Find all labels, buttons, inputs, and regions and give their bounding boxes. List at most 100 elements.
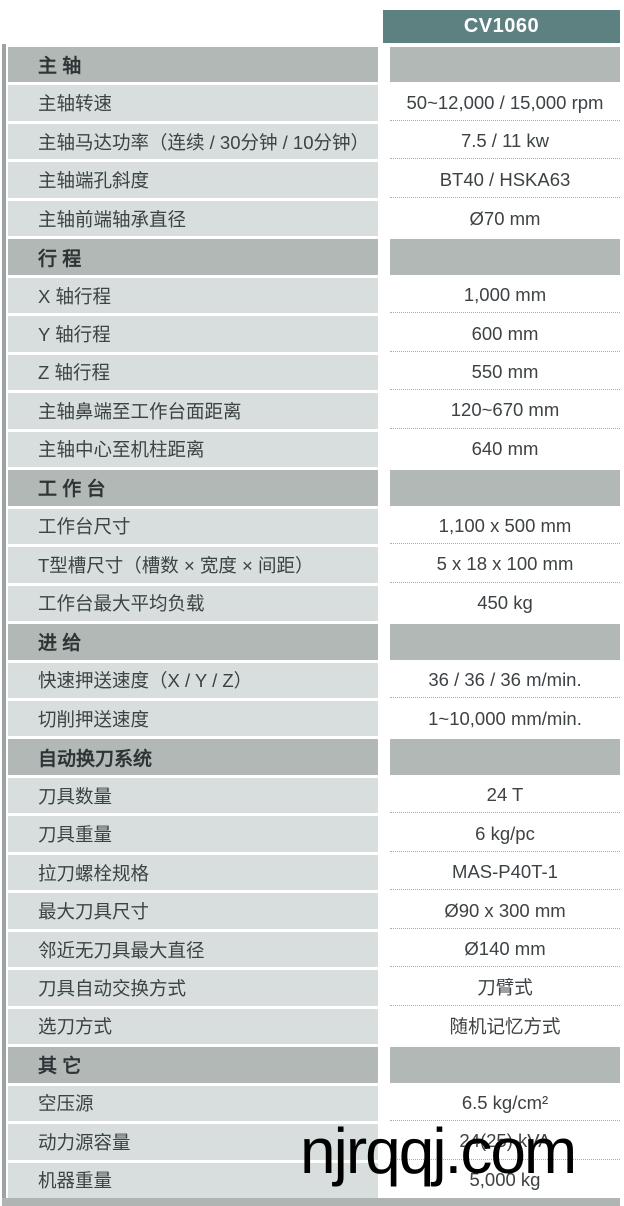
spec-label: 切削押送速度 <box>8 700 378 737</box>
column-gap <box>378 47 390 82</box>
section-title: 主 轴 <box>8 47 378 83</box>
spec-label: X 轴行程 <box>8 277 378 314</box>
column-gap <box>378 509 390 544</box>
column-gap <box>378 316 390 351</box>
spec-value: 24 T <box>390 777 620 814</box>
section-header-row: 自动换刀系统 <box>0 739 624 775</box>
spec-value: Ø70 mm <box>390 200 620 237</box>
section-header-spacer <box>390 624 620 660</box>
spec-row: 选刀方式 随机记忆方式 <box>0 1008 624 1045</box>
spec-label: 主轴转速 <box>8 85 378 121</box>
spec-row: 主轴端孔斜度 BT40 / HSKA63 <box>0 162 624 198</box>
spec-label: 邻近无刀具最大直径 <box>8 931 378 968</box>
spec-value: 刀臂式 <box>390 970 620 1006</box>
spec-label: 机器重量 <box>8 1162 378 1199</box>
spec-value: 600 mm <box>390 316 620 352</box>
spec-label: 动力源容量 <box>8 1124 378 1160</box>
spec-label: 工作台尺寸 <box>8 508 378 545</box>
spec-row: 主轴转速 50~12,000 / 15,000 rpm <box>0 85 624 121</box>
spec-value: 5,000 kg <box>390 1162 620 1199</box>
spec-row: 主轴马达功率（连续 / 30分钟 / 10分钟） 7.5 / 11 kw <box>0 123 624 160</box>
section-header-row: 工 作 台 <box>0 470 624 506</box>
column-gap <box>378 201 390 236</box>
column-gap <box>378 816 390 851</box>
spec-row: Z 轴行程 550 mm <box>0 354 624 391</box>
column-gap <box>378 470 390 505</box>
column-gap <box>378 739 390 774</box>
spec-value: 550 mm <box>390 354 620 391</box>
section-header-spacer <box>390 1047 620 1083</box>
column-gap <box>378 393 390 428</box>
section-title: 其 它 <box>8 1047 378 1083</box>
section-header-spacer <box>390 739 620 775</box>
column-gap <box>378 1047 390 1082</box>
spec-value: Ø90 x 300 mm <box>390 893 620 929</box>
section-header-spacer <box>390 47 620 83</box>
column-gap <box>378 932 390 967</box>
spec-value: MAS-P40T-1 <box>390 854 620 891</box>
spec-value: 7.5 / 11 kw <box>390 123 620 160</box>
spec-value: 1~10,000 mm/min. <box>390 700 620 737</box>
spec-row: 主轴鼻端至工作台面距离 120~670 mm <box>0 393 624 429</box>
spec-row: 主轴前端轴承直径 Ø70 mm <box>0 200 624 237</box>
section-title: 工 作 台 <box>8 470 378 506</box>
section-header-spacer <box>390 470 620 506</box>
spec-value: 1,000 mm <box>390 277 620 314</box>
spec-label: 主轴鼻端至工作台面距离 <box>8 393 378 429</box>
column-gap <box>378 855 390 890</box>
column-gap <box>378 701 390 736</box>
section-header-row: 行 程 <box>0 239 624 275</box>
spec-row: 刀具数量 24 T <box>0 777 624 814</box>
column-gap <box>378 239 390 274</box>
spec-label: 选刀方式 <box>8 1008 378 1045</box>
spec-label: Y 轴行程 <box>8 316 378 352</box>
spec-label: 刀具重量 <box>8 816 378 852</box>
spec-row: 刀具重量 6 kg/pc <box>0 816 624 852</box>
section-header-row: 其 它 <box>0 1047 624 1083</box>
column-gap <box>378 278 390 313</box>
spec-row: 空压源 6.5 kg/cm² <box>0 1085 624 1122</box>
spec-row: 主轴中心至机柱距离 640 mm <box>0 431 624 468</box>
spec-row: 刀具自动交换方式 刀臂式 <box>0 970 624 1006</box>
spec-row: 最大刀具尺寸 Ø90 x 300 mm <box>0 893 624 929</box>
spec-value: 36 / 36 / 36 m/min. <box>390 662 620 698</box>
spec-row: 工作台尺寸 1,100 x 500 mm <box>0 508 624 545</box>
spec-row: T型槽尺寸（槽数 × 宽度 × 间距） 5 x 18 x 100 mm <box>0 547 624 583</box>
column-gap <box>378 663 390 698</box>
model-header: CV1060 <box>383 10 620 43</box>
column-gap <box>378 432 390 467</box>
spec-label: T型槽尺寸（槽数 × 宽度 × 间距） <box>8 547 378 583</box>
spec-table: 主 轴 主轴转速 50~12,000 / 15,000 rpm 主轴马达功率（连… <box>0 47 624 1199</box>
spec-label: 空压源 <box>8 1085 378 1122</box>
spec-value: 6 kg/pc <box>390 816 620 852</box>
section-header-spacer <box>390 239 620 275</box>
section-title: 行 程 <box>8 239 378 275</box>
spec-label: 刀具自动交换方式 <box>8 970 378 1006</box>
spec-row: 机器重量 5,000 kg <box>0 1162 624 1199</box>
spec-value: BT40 / HSKA63 <box>390 162 620 198</box>
spec-row: 动力源容量 24(25) kVA <box>0 1124 624 1160</box>
column-gap <box>378 162 390 197</box>
column-gap <box>378 1009 390 1044</box>
watermark: njrqqj.com <box>300 1115 577 1187</box>
spec-label: 快速押送速度（X / Y / Z） <box>8 662 378 698</box>
spec-value: 50~12,000 / 15,000 rpm <box>390 85 620 121</box>
spec-label: 最大刀具尺寸 <box>8 893 378 929</box>
spec-row: Y 轴行程 600 mm <box>0 316 624 352</box>
spec-value: 450 kg <box>390 585 620 622</box>
spec-value: 120~670 mm <box>390 393 620 429</box>
column-gap <box>378 85 390 120</box>
column-gap <box>378 355 390 390</box>
table-bottom-border <box>2 1198 620 1206</box>
spec-value: 6.5 kg/cm² <box>390 1085 620 1122</box>
spec-label: 主轴前端轴承直径 <box>8 200 378 237</box>
spec-value: 1,100 x 500 mm <box>390 508 620 545</box>
spec-row: X 轴行程 1,000 mm <box>0 277 624 314</box>
spec-value: Ø140 mm <box>390 931 620 968</box>
column-gap <box>378 547 390 582</box>
section-header-row: 进 给 <box>0 624 624 660</box>
spec-label: 拉刀螺栓规格 <box>8 854 378 891</box>
spec-value: 24(25) kVA <box>390 1124 620 1160</box>
spec-label: 工作台最大平均负载 <box>8 585 378 622</box>
